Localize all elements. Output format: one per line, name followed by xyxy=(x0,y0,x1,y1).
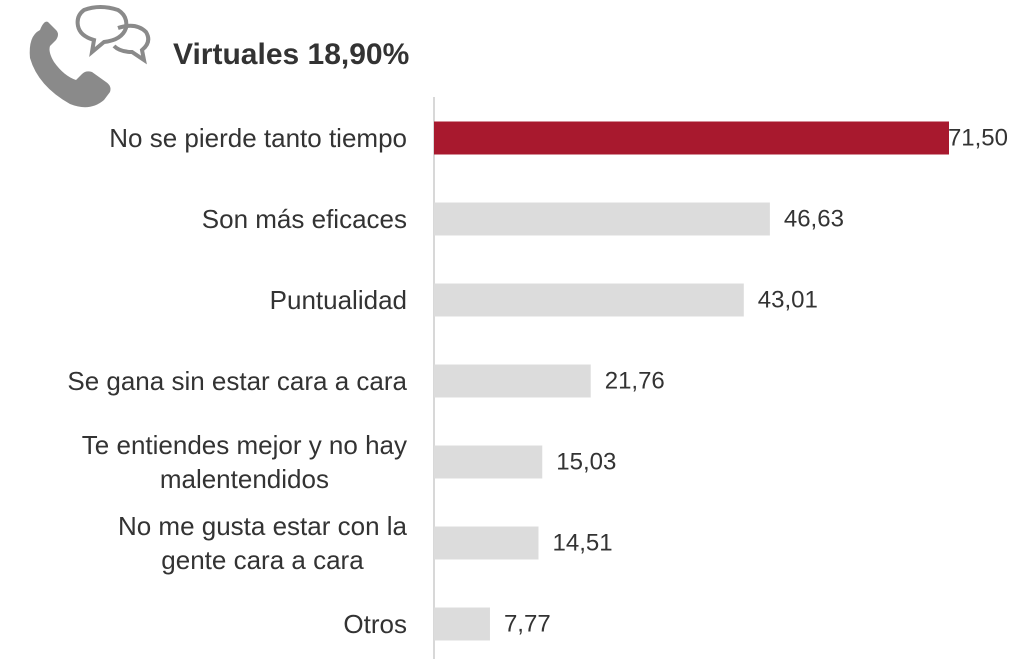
category-label: Te entiendes mejor y no hay malentendido… xyxy=(81,430,407,494)
category-label: No se pierde tanto tiempo xyxy=(109,123,407,153)
category-label: Puntualidad xyxy=(269,285,407,315)
bar xyxy=(434,526,539,560)
icon xyxy=(29,5,151,108)
category-label: Son más eficaces xyxy=(201,204,407,234)
bar xyxy=(434,607,490,641)
value-label: 21,76 xyxy=(605,367,665,394)
value-label: 14,51 xyxy=(553,529,613,556)
category-label: Otros xyxy=(343,609,407,639)
category-label: Se gana sin estar cara a cara xyxy=(67,366,407,396)
value-label: 71,50 xyxy=(948,124,1008,151)
bar xyxy=(434,445,543,479)
bar xyxy=(434,364,591,398)
bar xyxy=(434,121,949,155)
bar xyxy=(434,202,770,236)
value-label: 15,03 xyxy=(556,448,616,475)
value-label: 7,77 xyxy=(504,610,551,637)
value-label: 46,63 xyxy=(784,205,844,232)
chart-title: Virtuales 18,90% xyxy=(173,38,410,71)
bar xyxy=(434,283,744,317)
category-label: No me gusta estar con la gente cara a ca… xyxy=(117,511,407,575)
value-label: 43,01 xyxy=(758,286,818,313)
